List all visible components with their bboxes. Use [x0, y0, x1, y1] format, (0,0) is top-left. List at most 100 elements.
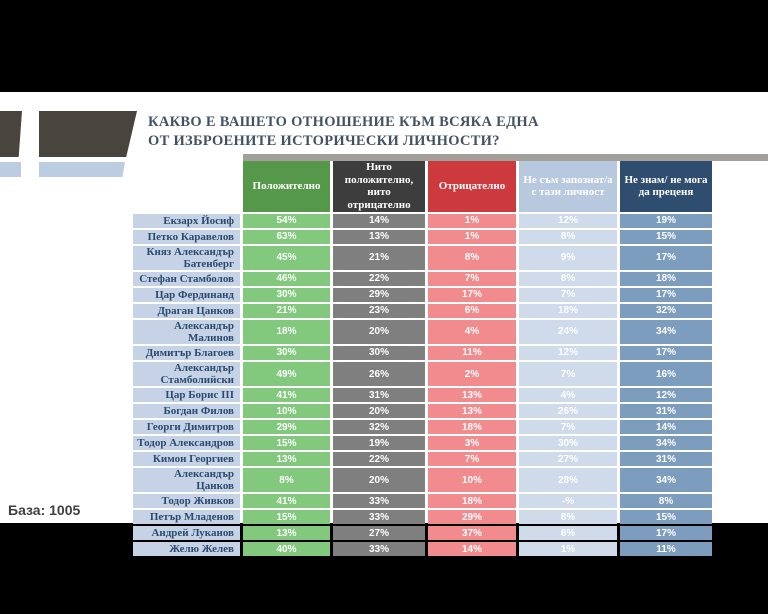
- value-cell-unfamiliar: 18%: [519, 303, 617, 318]
- person-name: Георги Димитров: [133, 420, 240, 435]
- decor-blue-strip-left: [0, 162, 21, 177]
- value-cell-positive: 46%: [243, 271, 330, 286]
- table-row: Георги Димитров 29% 32% 18% 7% 14%: [133, 420, 712, 435]
- value-cell-neutral: 31%: [333, 388, 425, 403]
- value-cell-negative: 3%: [428, 436, 516, 451]
- value-cell-negative: 14%: [428, 542, 516, 557]
- value-cell-neutral: 20%: [333, 404, 425, 419]
- person-name: Богдан Филов: [133, 404, 240, 419]
- value-cell-neutral: 19%: [333, 436, 425, 451]
- value-cell-neutral: 33%: [333, 542, 425, 557]
- attitudes-table: Положително Нито положително, нито отриц…: [130, 159, 715, 558]
- value-cell-dontknow: 17%: [620, 287, 712, 302]
- person-name: Александър Малинов: [133, 319, 240, 344]
- person-name: Княз Александър Батенберг: [133, 245, 240, 270]
- value-cell-unfamiliar: 8%: [519, 510, 617, 525]
- value-cell-dontknow: 17%: [620, 245, 712, 270]
- column-header-positive: Положително: [243, 161, 330, 212]
- person-name: Петър Младенов: [133, 510, 240, 525]
- value-cell-negative: 7%: [428, 452, 516, 467]
- value-cell-positive: 13%: [243, 452, 330, 467]
- table-row: Желю Желев 40% 33% 14% 1% 11%: [133, 542, 712, 557]
- person-name: Екзарх Йосиф: [133, 213, 240, 228]
- value-cell-positive: 41%: [243, 388, 330, 403]
- value-cell-negative: 8%: [428, 245, 516, 270]
- value-cell-unfamiliar: 24%: [519, 319, 617, 344]
- value-cell-positive: 54%: [243, 213, 330, 228]
- value-cell-positive: 63%: [243, 229, 330, 244]
- value-cell-unfamiliar: 9%: [519, 245, 617, 270]
- page-title-line2: ОТ ИЗБРОЕНИТЕ ИСТОРИЧЕСКИ ЛИЧНОСТИ?: [148, 133, 500, 149]
- value-cell-unfamiliar: 6%: [519, 526, 617, 541]
- value-cell-neutral: 27%: [333, 526, 425, 541]
- value-cell-dontknow: 15%: [620, 510, 712, 525]
- value-cell-unfamiliar: 1%: [519, 542, 617, 557]
- value-cell-dontknow: 19%: [620, 213, 712, 228]
- value-cell-positive: 29%: [243, 420, 330, 435]
- value-cell-dontknow: 14%: [620, 420, 712, 435]
- person-name: Димитър Благоев: [133, 345, 240, 360]
- column-header-unfamiliar: Не съм запознат/а с тази личност: [519, 161, 617, 212]
- value-cell-dontknow: 16%: [620, 361, 712, 387]
- value-cell-unfamiliar: 8%: [519, 229, 617, 244]
- value-cell-positive: 21%: [243, 303, 330, 318]
- header-shadow-strip: [243, 154, 768, 161]
- value-cell-dontknow: 31%: [620, 404, 712, 419]
- table-row: Петко Каравелов 63% 13% 1% 8% 15%: [133, 229, 712, 244]
- table-row: Цар Фердинанд 30% 29% 17% 7% 17%: [133, 287, 712, 302]
- table-corner: [133, 161, 240, 212]
- person-name: Драган Цанков: [133, 303, 240, 318]
- value-cell-positive: 18%: [243, 319, 330, 344]
- person-name: Тодор Александров: [133, 436, 240, 451]
- column-header-negative: Отрицателно: [428, 161, 516, 212]
- value-cell-unfamiliar: 8%: [519, 271, 617, 286]
- table-body: Екзарх Йосиф 54% 14% 1% 12% 19% Петко Каравело…: [133, 213, 712, 557]
- value-cell-dontknow: 11%: [620, 542, 712, 557]
- table-row: Княз Александър Батенберг 45% 21% 8% 9% 17%: [133, 245, 712, 270]
- table-row: Александър Малинов 18% 20% 4% 24% 34%: [133, 319, 712, 344]
- table-row: Тодор Живков 41% 33% 18% -% 8%: [133, 494, 712, 509]
- column-header-dontknow: Не знам/ не мога да преценя: [620, 161, 712, 212]
- value-cell-negative: 29%: [428, 510, 516, 525]
- value-cell-positive: 15%: [243, 436, 330, 451]
- value-cell-neutral: 26%: [333, 361, 425, 387]
- value-cell-negative: 4%: [428, 319, 516, 344]
- value-cell-negative: 1%: [428, 229, 516, 244]
- table-row: Димитър Благоев 30% 30% 11% 12% 17%: [133, 345, 712, 360]
- value-cell-neutral: 32%: [333, 420, 425, 435]
- value-cell-negative: 17%: [428, 287, 516, 302]
- value-cell-positive: 10%: [243, 404, 330, 419]
- value-cell-negative: 11%: [428, 345, 516, 360]
- value-cell-positive: 15%: [243, 510, 330, 525]
- table-row: Екзарх Йосиф 54% 14% 1% 12% 19%: [133, 213, 712, 228]
- value-cell-neutral: 21%: [333, 245, 425, 270]
- value-cell-unfamiliar: 12%: [519, 345, 617, 360]
- person-name: Цар Борис III: [133, 388, 240, 403]
- value-cell-unfamiliar: 28%: [519, 468, 617, 493]
- page-title: КАКВО Е ВАШЕТО ОТНОШЕНИЕ КЪМ ВСЯКА ЕДНА …: [148, 113, 628, 151]
- person-name: Цар Фердинанд: [133, 287, 240, 302]
- value-cell-unfamiliar: 12%: [519, 213, 617, 228]
- table-row: Богдан Филов 10% 20% 13% 26% 31%: [133, 404, 712, 419]
- decor-blue-strip-right: [39, 162, 125, 177]
- value-cell-dontknow: 17%: [620, 526, 712, 541]
- value-cell-dontknow: 34%: [620, 319, 712, 344]
- value-cell-negative: 10%: [428, 468, 516, 493]
- top-black-bar: [0, 0, 768, 92]
- value-cell-positive: 30%: [243, 345, 330, 360]
- value-cell-positive: 30%: [243, 287, 330, 302]
- table-row: Александър Цанков 8% 20% 10% 28% 34%: [133, 468, 712, 493]
- value-cell-dontknow: 17%: [620, 345, 712, 360]
- value-cell-positive: 40%: [243, 542, 330, 557]
- value-cell-neutral: 29%: [333, 287, 425, 302]
- value-cell-unfamiliar: 7%: [519, 361, 617, 387]
- base-size-label: База: 1005: [8, 502, 81, 518]
- value-cell-neutral: 22%: [333, 452, 425, 467]
- value-cell-dontknow: 18%: [620, 271, 712, 286]
- value-cell-dontknow: 8%: [620, 494, 712, 509]
- table-header-row: Положително Нито положително, нито отриц…: [133, 161, 712, 212]
- person-name: Андрей Луканов: [133, 526, 240, 541]
- person-name: Желю Желев: [133, 542, 240, 557]
- value-cell-neutral: 33%: [333, 510, 425, 525]
- value-cell-unfamiliar: 4%: [519, 388, 617, 403]
